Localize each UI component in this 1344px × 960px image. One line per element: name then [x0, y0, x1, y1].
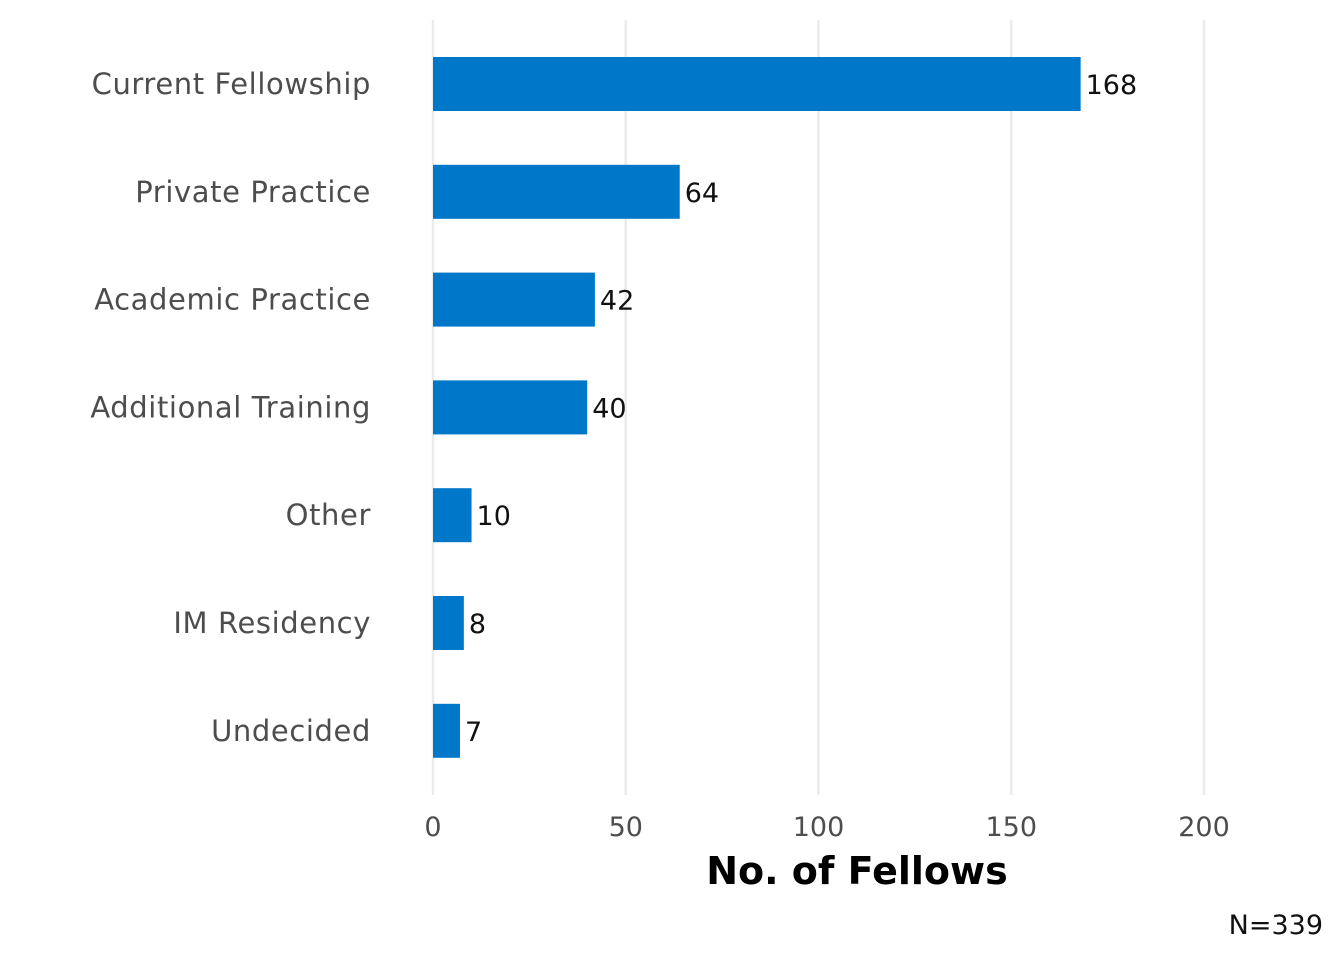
data-label-private-practice: 64: [685, 178, 719, 209]
bar-academic-practice: [433, 272, 595, 327]
data-label-current-fellowship: 168: [1086, 70, 1138, 101]
bar-undecided: [433, 703, 460, 758]
x-axis-title: No. of Fellows: [706, 849, 1008, 893]
x-tick-label-150: 150: [985, 812, 1037, 843]
data-label-academic-practice: 42: [600, 286, 634, 317]
bar-additional-training: [433, 380, 588, 435]
x-tick-label-50: 50: [609, 812, 643, 843]
data-label-additional-training: 40: [592, 393, 626, 424]
category-label-private-practice: Private Practice: [135, 175, 371, 209]
category-label-im-residency: IM Residency: [173, 606, 371, 640]
grid-lines: [431, 20, 1206, 795]
x-tick-labels: 0 50 100 150 200: [424, 812, 1229, 843]
category-label-other: Other: [286, 498, 371, 532]
data-label-undecided: 7: [465, 717, 482, 748]
category-label-current-fellowship: Current Fellowship: [92, 67, 371, 101]
data-labels: 168 64 42 40 10 8 7: [465, 70, 1137, 748]
bar-private-practice: [433, 164, 680, 219]
x-tick-label-100: 100: [793, 812, 845, 843]
bar-current-fellowship: [433, 57, 1081, 111]
bars: [433, 57, 1081, 758]
category-labels: Current Fellowship Private Practice Academ…: [90, 67, 371, 748]
category-label-additional-training: Additional Training: [90, 390, 371, 424]
bar-other: [433, 488, 472, 543]
data-label-im-residency: 8: [469, 609, 486, 640]
data-label-other: 10: [477, 501, 511, 532]
bar-im-residency: [433, 596, 464, 650]
x-tick-label-0: 0: [424, 812, 441, 843]
category-label-undecided: Undecided: [211, 714, 371, 748]
category-label-academic-practice: Academic Practice: [94, 283, 371, 317]
sample-size-note: N=339: [1229, 910, 1323, 941]
x-tick-label-200: 200: [1178, 812, 1230, 843]
